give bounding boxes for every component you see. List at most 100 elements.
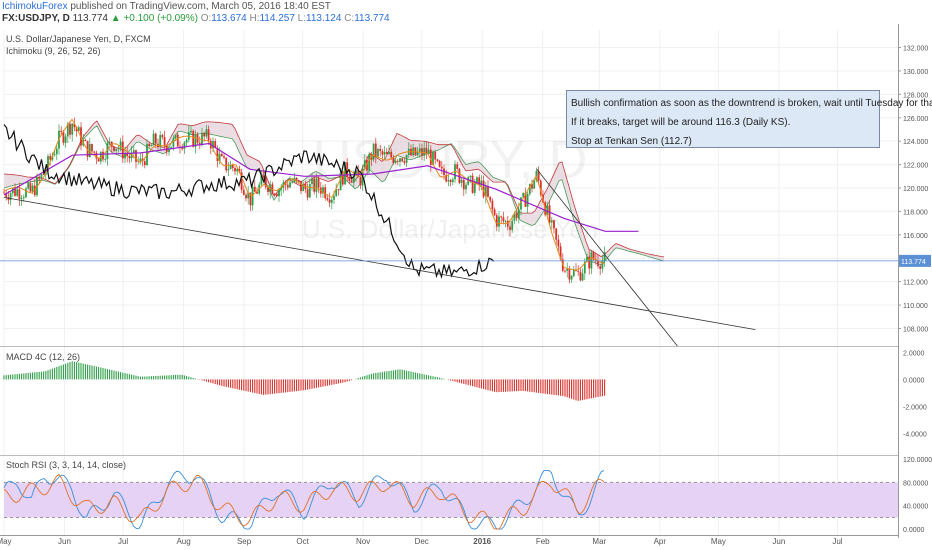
candle-body [93,151,96,153]
candle-body [91,143,93,152]
publish-line: IchimokuForex published on TradingView.c… [2,1,331,12]
candle-body [161,135,164,138]
candle-body [498,216,500,227]
candle-body [240,172,243,190]
candle-body [577,270,580,272]
candle-body [553,220,555,229]
price-axes: May Jun Jul Aug Sep Oct Nov Dec 2016 Feb Mar Apr May… [0,24,932,546]
x-tick-label: Aug [176,537,190,546]
y-tick-label: 118.000 [903,209,928,216]
candle-body [579,271,582,281]
candle-body [385,152,388,155]
price-tag: 113.774 [901,259,926,266]
x-tick-label: May [711,537,726,546]
ichimoku-label[interactable]: Ichimoku (9, 26, 52, 26) [6,46,101,56]
candle-body [423,147,426,156]
author-link[interactable]: IchimokuForex [2,1,68,12]
candle-body [150,145,153,147]
rsi-tick-label: 40.0000 [903,504,928,511]
candle-body [357,170,360,178]
close-value: 113.774 [354,13,390,24]
candle-body [555,228,558,240]
x-tick-label: Nov [356,537,370,546]
candle-body [203,132,206,137]
candle-body [363,160,366,169]
candle-body [9,193,12,200]
candle-body [526,193,529,207]
candle-body [280,187,283,190]
stoch-rsi-label[interactable]: Stoch RSI (3, 3, 14, 14, close) [6,460,127,470]
candle-body [405,155,408,163]
candle-body [302,184,305,192]
y-tick-label: 124.000 [903,139,928,146]
low-label: L: [297,13,307,24]
candle-body [53,154,56,156]
candle-body [214,141,217,148]
candle-body [289,182,291,188]
candle-body [192,130,195,147]
annotation-line-1: Bullish confirmation as soon as the down… [571,98,932,109]
candle-body [66,123,69,137]
x-tick-label: Apr [654,537,667,546]
candle-body [599,266,602,269]
candle-body [231,164,234,168]
candle-body [344,162,346,185]
candle-body [201,132,203,145]
candle-body [500,216,503,218]
candle-body [207,129,210,141]
candle-body [181,147,184,149]
candle-body [489,196,492,201]
candle-body [278,189,280,197]
candle-body [249,192,252,206]
y-tick-label: 128.000 [903,92,928,99]
candle-body [355,170,357,176]
candle-body [583,261,586,274]
candle-body [313,178,316,192]
trend-lines[interactable] [3,169,756,347]
candle-body [308,184,311,198]
candle-body [434,151,437,160]
candle-body [69,123,71,135]
candle-body [117,148,120,150]
candle-body [520,197,522,210]
candle-body [42,174,45,176]
candle-body [260,175,263,185]
candle-body [220,153,223,157]
candle-body [447,180,450,182]
candle-body [47,156,49,172]
candle-body [40,174,43,179]
candle-body [124,153,126,159]
x-tick-label: Oct [296,537,309,546]
candle-body [396,160,399,162]
candle-body [55,148,58,155]
candle-body [383,152,386,155]
candle-body [368,154,371,171]
candle-body [456,164,459,169]
annotation-line-2: If it breaks, target will be around 116.… [571,117,791,128]
stoch-rsi-k-line [3,470,605,530]
candle-body [86,140,89,157]
candle-body [253,186,256,192]
rsi-tick-label: 80.0000 [903,480,928,487]
candle-body [429,149,432,165]
candle-body [159,135,162,148]
candle-body [528,184,531,194]
high-label: H: [249,13,260,24]
candle-body [20,198,23,200]
published-text: published on TradingView.com, March 05, … [70,1,331,12]
candle-body [399,158,401,162]
macd-label[interactable]: MACD 4C (12, 26) [6,352,81,362]
candle-body [14,188,16,196]
low-value: 113.124 [306,13,342,24]
candle-body [339,172,342,191]
macd-tick-label: 0.0000 [903,377,925,384]
candle-body [99,151,102,162]
annotation-box[interactable]: Bullish confirmation as soon as the down… [566,90,932,148]
stoch-rsi [3,470,898,530]
candle-body [511,220,514,230]
y-tick-label: 112.000 [903,280,928,287]
candle-body [238,168,241,173]
candle-body [445,174,448,182]
